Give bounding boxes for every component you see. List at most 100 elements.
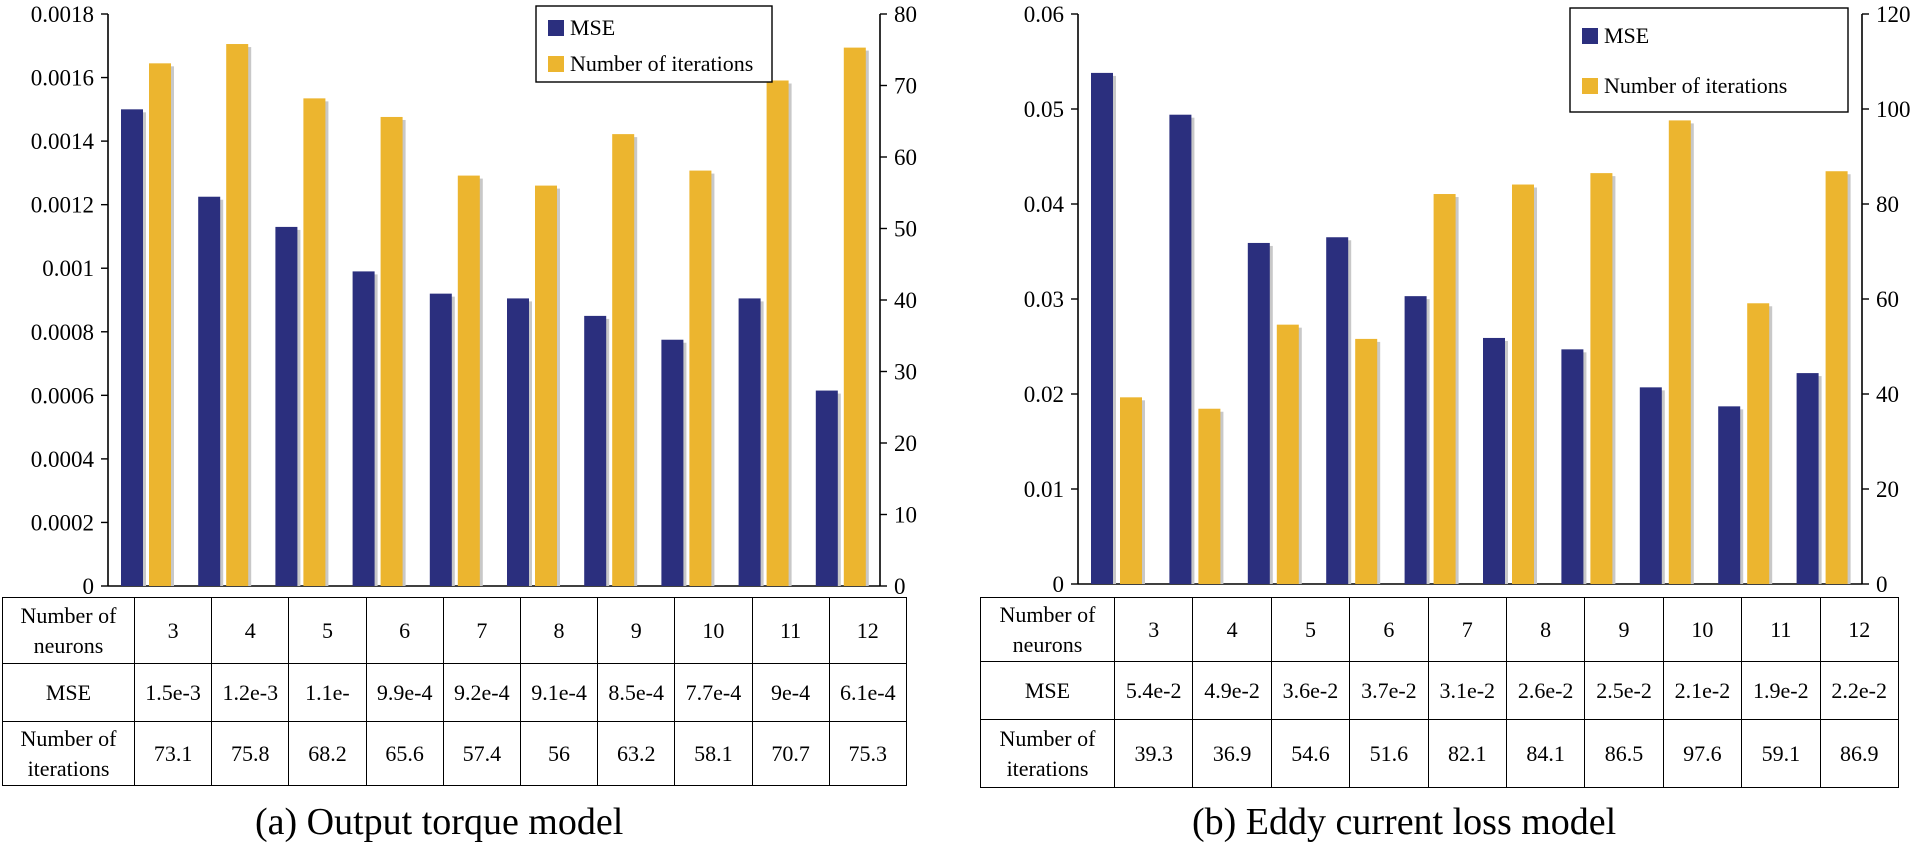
y-left-tick-label: 0.03 [1024,287,1064,312]
table-cell: 56 [519,721,599,786]
bar-mse [121,109,143,586]
y-right-tick-label: 120 [1876,2,1911,27]
bar-mse [1718,406,1741,584]
table-row-label: Number of neurons [980,597,1115,662]
y-right-tick-label: 60 [1876,287,1899,312]
bar-mse [661,339,684,586]
legend-swatch [1582,78,1598,94]
y-left-tick-label: 0.0004 [31,447,95,472]
table-cell: 75.8 [211,721,290,786]
table-cell: 1.5e-3 [133,663,213,722]
y-left-tick-label: 0 [83,574,95,599]
y-left-tick-label: 0.0014 [31,129,95,154]
table-cell: 6 [1349,597,1429,662]
y-right-tick-label: 80 [1876,192,1899,217]
y-right-tick-label: 40 [1876,382,1899,407]
table-cell: 10 [1662,597,1743,662]
table-cell: 9.9e-4 [365,663,444,722]
table-cell: 5 [288,597,367,664]
legend-label: MSE [1604,23,1649,48]
legend-swatch [548,56,564,72]
table-cell: 70.7 [751,721,830,786]
y-left-tick-label: 0 [1053,572,1065,597]
bar-mse [1404,296,1427,584]
bar-iterations [1433,194,1456,584]
table-cell: 39.3 [1113,719,1194,788]
bar-iterations [1276,324,1299,584]
y-left-tick-label: 0.001 [42,256,94,281]
y-right-tick-label: 0 [894,574,906,599]
table-cell: 8 [519,597,599,664]
bar-iterations [1512,184,1534,584]
table-cell: 65.6 [365,721,444,786]
bar-mse [275,226,298,586]
bar-iterations [535,185,557,586]
bar-iterations [1825,171,1848,584]
bar-iterations [1668,120,1691,585]
y-right-tick-label: 100 [1876,97,1911,122]
table-cell: 6 [365,597,444,664]
table-cell: 10 [674,597,753,664]
legend-label: Number of iterations [1604,73,1787,98]
bar-iterations [843,47,866,587]
table-row-iterations: Number of iterations 39.3 36.9 54.6 51.6 82.1 8… [980,719,1899,788]
y-right-tick-label: 20 [894,431,917,456]
bar-mse [198,196,221,586]
table-cell: 3.6e-2 [1270,661,1351,720]
bar-mse [738,298,761,586]
table-cell: 68.2 [288,721,367,786]
bar-mse [1091,72,1113,585]
y-left-tick-label: 0.0012 [31,193,94,218]
table-cell: 11 [1741,597,1821,662]
table-cell: 5.4e-2 [1113,661,1194,720]
y-left-tick-label: 0.01 [1024,477,1064,502]
bar-iterations [149,63,171,586]
legend-swatch [1582,28,1598,44]
table-cell: 97.6 [1662,719,1743,788]
bar-mse [1561,349,1584,584]
table-cell: 59.1 [1741,719,1821,788]
table-cell: 82.1 [1427,719,1507,788]
table-row-label: MSE [2,663,135,722]
y-left-tick-label: 0.05 [1024,97,1064,122]
y-right-tick-label: 40 [894,288,917,313]
y-right-tick-label: 30 [894,360,917,385]
y-right-tick-label: 20 [1876,477,1899,502]
bar-mse [507,298,529,586]
table-cell: 63.2 [597,721,676,786]
table-cell: 36.9 [1192,719,1272,788]
bar-iterations [1747,303,1770,584]
table-cell: 8 [1505,597,1586,662]
table-cell: 7 [442,597,521,664]
bar-iterations [612,134,635,586]
table-cell: 4.9e-2 [1192,661,1272,720]
caption-output-torque: (a) Output torque model [255,801,624,843]
y-left-tick-label: 0.0016 [31,66,94,91]
bar-iterations [689,170,712,586]
bar-mse [1169,114,1192,584]
table-row-mse: MSE 5.4e-2 4.9e-2 3.6e-2 3.7e-2 3.1e-2 2.6e-2 2… [980,661,1899,720]
bar-iterations [457,175,480,586]
y-right-tick-label: 60 [894,145,917,170]
bar-iterations [766,80,789,587]
bar-iterations [1198,408,1221,584]
table-row-label: Number of iterations [980,719,1115,788]
table-cell: 51.6 [1349,719,1429,788]
bar-mse [584,315,607,586]
table-cell: 2.1e-2 [1662,661,1743,720]
data-table-eddy-current: Number of neurons 3 4 5 6 7 8 9 10 11 12 MSE 5.4e-2 4.… [980,597,1899,788]
bar-mse [815,390,838,586]
table-cell: 5 [1270,597,1351,662]
y-left-tick-label: 0.0008 [31,320,94,345]
bar-chart-eddy-current: 0 0.01 0.02 0.03 0.04 0.05 0.06 0 20 40 60 80 100 120… [1024,2,1911,597]
bar-iterations [380,116,403,587]
legend-label: MSE [570,15,615,40]
table-cell: 57.4 [442,721,521,786]
table-cell: 11 [751,597,830,664]
table-cell: 1.9e-2 [1741,661,1821,720]
table-cell: 4 [1192,597,1272,662]
table-cell: 7.7e-4 [674,663,753,722]
y-right-tick-label: 50 [894,217,917,242]
table-cell: 1.2e-3 [211,663,290,722]
table-cell: 75.3 [828,721,907,786]
